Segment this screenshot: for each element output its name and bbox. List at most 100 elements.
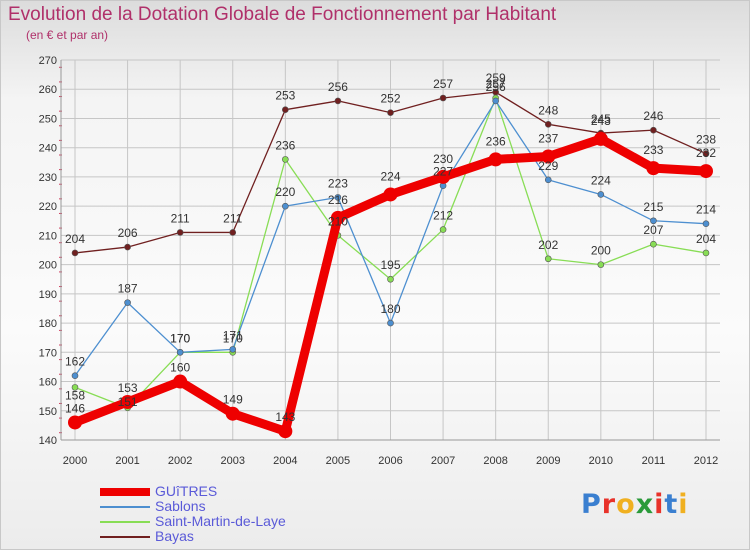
- data-label: 180: [380, 302, 400, 316]
- data-label: 230: [433, 152, 453, 166]
- data-label: 211: [171, 211, 190, 225]
- data-label: 151: [118, 395, 138, 409]
- data-label: 257: [486, 77, 506, 91]
- data-point: [541, 149, 556, 164]
- x-tick-label: 2001: [115, 455, 139, 467]
- y-tick-label: 140: [39, 435, 57, 447]
- y-tick-label: 240: [39, 143, 57, 155]
- logo-letter: t: [664, 489, 679, 520]
- data-point: [544, 121, 552, 128]
- legend-label: Bayas: [155, 528, 194, 544]
- legend-swatch: [100, 488, 150, 496]
- data-point: [282, 156, 289, 163]
- data-label: 158: [65, 388, 85, 402]
- data-label: 160: [170, 361, 190, 375]
- data-label: 259: [486, 71, 506, 85]
- x-tick-label: 2004: [273, 455, 297, 467]
- data-point: [229, 229, 237, 236]
- legend-swatch: [100, 506, 150, 508]
- data-label: 245: [591, 112, 611, 126]
- data-point: [176, 349, 184, 356]
- data-label: 204: [696, 232, 716, 246]
- data-label: 233: [643, 143, 663, 157]
- data-point: [650, 126, 657, 134]
- data-point: [124, 299, 131, 306]
- data-label: 210: [328, 214, 348, 228]
- logo-letter: i: [654, 489, 665, 520]
- x-tick-label: 2009: [536, 455, 560, 467]
- data-point: [597, 191, 605, 198]
- logo-letter: x: [635, 489, 655, 520]
- data-label: 153: [118, 381, 138, 395]
- data-point: [544, 176, 552, 184]
- data-point: [124, 243, 131, 251]
- data-label: 227: [433, 165, 453, 179]
- data-point: [71, 372, 79, 379]
- chart-subtitle: (en € et par an): [26, 28, 109, 42]
- legend-label: GUîTRES: [155, 483, 218, 499]
- data-label: 224: [380, 169, 400, 183]
- data-label: 236: [486, 134, 506, 148]
- data-point: [702, 249, 710, 257]
- data-point: [544, 255, 552, 263]
- x-tick-label: 2003: [221, 455, 245, 467]
- data-label: 171: [223, 328, 243, 342]
- data-point: [278, 424, 293, 439]
- x-tick-label: 2000: [63, 455, 87, 467]
- data-point: [593, 131, 608, 146]
- y-tick-label: 150: [39, 406, 57, 418]
- data-label: 257: [433, 77, 453, 91]
- data-label: 237: [538, 131, 558, 145]
- data-label: 204: [65, 232, 85, 246]
- x-tick-label: 2006: [378, 455, 402, 467]
- data-label: 216: [328, 193, 348, 207]
- legend-swatch: [100, 521, 150, 523]
- data-label: 214: [696, 203, 716, 217]
- data-label: 206: [118, 226, 138, 240]
- data-point: [71, 384, 79, 391]
- logo-letter: i: [678, 489, 689, 520]
- y-tick-label: 200: [39, 260, 57, 272]
- data-label: 195: [380, 258, 400, 272]
- x-tick-label: 2012: [694, 455, 718, 467]
- data-point: [436, 169, 451, 184]
- y-tick-label: 180: [39, 318, 57, 330]
- data-label: 256: [328, 80, 348, 94]
- data-point: [699, 164, 713, 179]
- y-tick-label: 260: [39, 84, 57, 96]
- data-label: 146: [65, 401, 85, 415]
- data-label: 220: [275, 185, 295, 199]
- y-tick-label: 170: [39, 347, 57, 359]
- data-point: [439, 94, 447, 102]
- x-tick-label: 2010: [589, 455, 613, 467]
- data-label: 229: [538, 159, 558, 173]
- data-point: [282, 106, 289, 113]
- legend-label: Sablons: [155, 498, 206, 514]
- data-point: [650, 217, 657, 225]
- data-point: [702, 220, 710, 227]
- data-label: 212: [433, 209, 453, 223]
- data-point: [71, 249, 79, 257]
- data-point: [383, 187, 398, 202]
- data-label: 162: [65, 355, 85, 369]
- data-label: 202: [538, 238, 558, 252]
- chart-title: Evolution de la Dotation Globale de Fonc…: [8, 4, 557, 25]
- data-label: 170: [223, 331, 243, 345]
- data-label: 170: [170, 331, 190, 345]
- y-tick-label: 160: [39, 377, 57, 389]
- data-point: [282, 202, 289, 210]
- data-label: 149: [223, 393, 243, 407]
- y-tick-label: 250: [39, 113, 57, 125]
- data-point: [597, 261, 605, 268]
- data-point: [488, 152, 503, 167]
- data-label: 224: [591, 173, 611, 187]
- data-label: 252: [380, 92, 400, 106]
- data-point: [173, 374, 188, 389]
- data-point: [330, 210, 345, 225]
- logo-letter: r: [601, 489, 617, 520]
- y-tick-label: 230: [39, 172, 57, 184]
- logo-letter: o: [616, 489, 636, 520]
- data-label: 256: [486, 80, 506, 94]
- data-point: [334, 194, 342, 201]
